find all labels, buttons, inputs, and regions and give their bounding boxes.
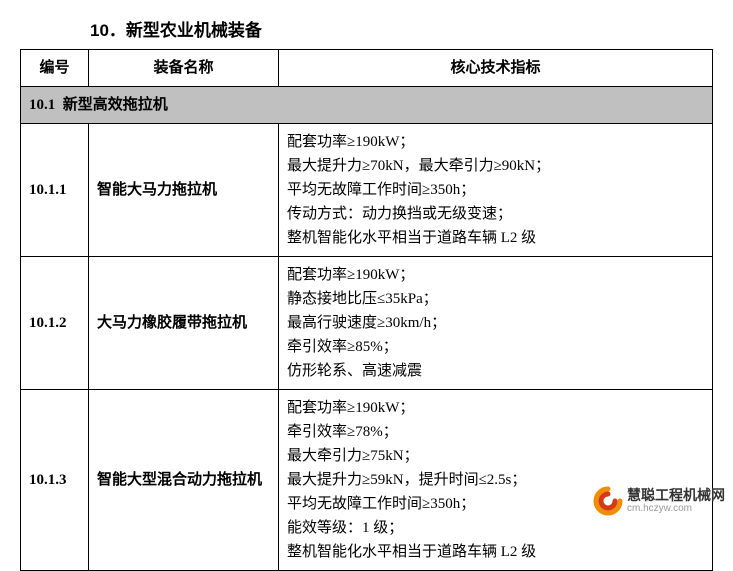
- table-subheader-row: 10.1 新型高效拖拉机: [21, 87, 713, 124]
- table-row: 10.1.1 智能大马力拖拉机 配套功率≥190kW； 最大提升力≥70kN，最…: [21, 124, 713, 257]
- watermark: 慧聪工程机械网 cm.hczyw.com: [593, 486, 725, 516]
- row-no: 10.1.2: [21, 257, 89, 390]
- row-name: 大马力橡胶履带拖拉机: [89, 257, 279, 390]
- watermark-text: 慧聪工程机械网 cm.hczyw.com: [627, 488, 725, 514]
- section-number: 10．: [90, 21, 126, 40]
- table-header-row: 编号 装备名称 核心技术指标: [21, 50, 713, 87]
- subheader-no: 10.1: [29, 97, 55, 113]
- row-spec: 配套功率≥190kW； 静态接地比压≤35kPa； 最高行驶速度≥30km/h；…: [279, 257, 713, 390]
- watermark-url: cm.hczyw.com: [627, 503, 725, 514]
- subheader-cell: 10.1 新型高效拖拉机: [21, 87, 713, 124]
- header-name: 装备名称: [89, 50, 279, 87]
- header-spec: 核心技术指标: [279, 50, 713, 87]
- section-title-text: 新型农业机械装备: [126, 21, 262, 40]
- row-name: 智能大马力拖拉机: [89, 124, 279, 257]
- subheader-title: 新型高效拖拉机: [63, 97, 168, 113]
- watermark-title: 慧聪工程机械网: [627, 488, 725, 503]
- watermark-logo-icon: [593, 486, 623, 516]
- header-no: 编号: [21, 50, 89, 87]
- row-spec: 配套功率≥190kW； 牵引效率≥78%； 最大牵引力≥75kN； 最大提升力≥…: [279, 390, 713, 571]
- row-no: 10.1.3: [21, 390, 89, 571]
- row-no: 10.1.1: [21, 124, 89, 257]
- section-title: 10．新型农业机械装备: [90, 16, 713, 41]
- row-spec: 配套功率≥190kW； 最大提升力≥70kN，最大牵引力≥90kN； 平均无故障…: [279, 124, 713, 257]
- table-row: 10.1.2 大马力橡胶履带拖拉机 配套功率≥190kW； 静态接地比压≤35k…: [21, 257, 713, 390]
- row-name: 智能大型混合动力拖拉机: [89, 390, 279, 571]
- table-row: 10.1.3 智能大型混合动力拖拉机 配套功率≥190kW； 牵引效率≥78%；…: [21, 390, 713, 571]
